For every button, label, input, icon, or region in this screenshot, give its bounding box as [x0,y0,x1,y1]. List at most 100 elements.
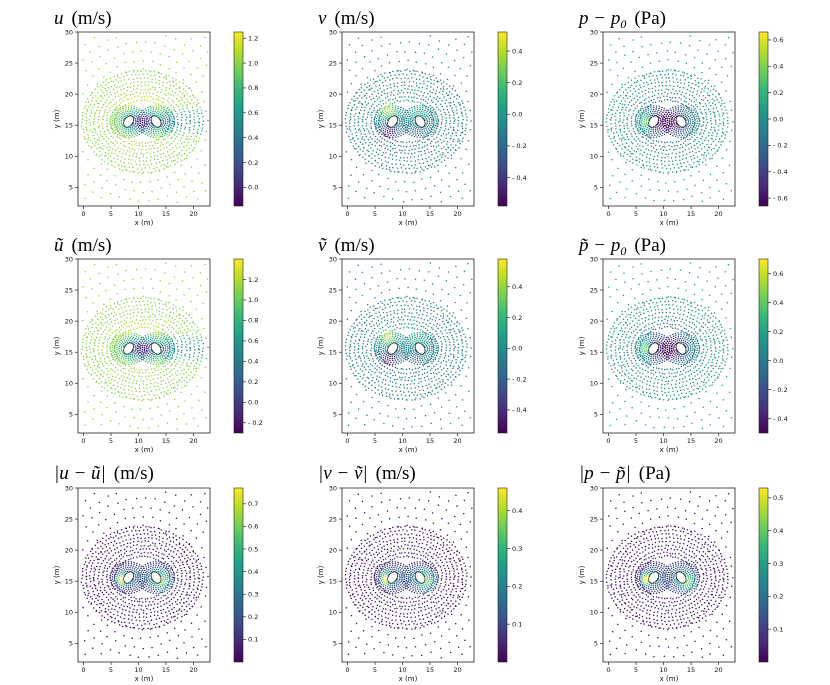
scatter-point [186,362,188,365]
scatter-point [125,359,127,362]
scatter-point [695,104,697,106]
scatter-point [687,126,690,128]
scatter-point [403,122,405,124]
scatter-point [124,165,126,168]
scatter-point [164,132,166,135]
scatter-point [687,160,689,163]
scatter-point [421,112,424,115]
scatter-point [112,351,114,354]
scatter-point [677,136,680,138]
scatter-point [138,133,141,135]
scatter-point [107,356,110,359]
scatter-point [385,168,388,170]
scatter-point [669,123,671,126]
scatter-point [406,68,408,71]
scatter-point [611,113,613,116]
scatter-point [152,98,155,100]
scatter-point [457,125,459,127]
scatter-point [670,109,672,112]
scatter-point [376,138,379,140]
scatter-point [93,349,95,351]
scatter-point [180,323,182,326]
scatter-point [378,131,381,134]
scatter-point [402,133,405,135]
scatter-point [89,330,92,333]
scatter-point [351,133,353,135]
scatter-point [168,358,170,361]
scatter-point [169,113,171,116]
scatter-point [648,96,650,98]
scatter-point [95,368,97,370]
scatter-point [145,352,147,355]
scatter-point [136,127,138,130]
scatter-point [197,115,199,117]
scatter-point [635,140,637,142]
scatter-point [130,335,132,338]
scatter-point [96,138,99,141]
scatter-point [439,191,442,194]
scatter-point [673,122,675,125]
scatter-point [468,163,470,166]
x-axis-label: x (m) [399,219,418,227]
scatter-point [185,85,188,87]
scatter-point [160,73,163,75]
cylinder-1 [387,115,398,128]
scatter-point [143,390,145,393]
scatter-point [112,364,115,366]
scatter-point [349,113,352,115]
scatter-point [364,133,366,136]
scatter-point [639,144,641,147]
scatter-point [646,164,648,167]
scatter-point [708,132,710,134]
scatter-point [672,171,674,173]
scatter-point [671,118,673,121]
scatter-point [408,85,410,87]
scatter-point [436,86,439,88]
scatter-point [378,140,381,142]
scatter-point [397,127,400,129]
scatter-point [112,117,114,120]
scatter-point [139,92,142,95]
scatter-point [97,364,100,366]
scatter-point [631,153,634,155]
scatter-point [167,367,169,370]
scatter-point [397,144,400,147]
scatter-point [355,134,358,137]
scatter-point [709,157,711,160]
scatter-point [141,99,143,101]
scatter-point [129,128,132,131]
scatter-point [136,124,138,127]
scatter-point [346,91,349,93]
scatter-point [682,74,685,77]
scatter-point [353,95,355,97]
scatter-point [133,112,136,114]
scatter-point [150,128,153,130]
scatter-point [193,346,195,348]
scatter-point [139,344,142,347]
scatter-point [408,107,411,110]
scatter-point [382,84,385,87]
scatter-point [152,319,155,322]
scatter-point [110,80,112,82]
scatter-point [130,370,133,373]
scatter-point [375,85,377,88]
scatter-point [119,106,121,109]
scatter-point [106,122,109,125]
scatter-point [428,111,431,114]
scatter-point [109,192,112,195]
scatter-point [130,90,132,93]
scatter-point [185,343,188,346]
scatter-point [627,81,630,84]
scatter-point [634,70,636,73]
scatter-point [432,125,435,127]
scatter-point [653,112,655,114]
scatter-point [161,135,164,137]
scatter-point [84,105,87,107]
scatter-point [667,156,669,158]
scatter-point [146,124,149,126]
scatter-point [380,123,383,126]
scatter-point [98,366,101,369]
scatter-point [377,126,379,129]
scatter-point [113,109,116,111]
scatter-point [156,91,158,93]
